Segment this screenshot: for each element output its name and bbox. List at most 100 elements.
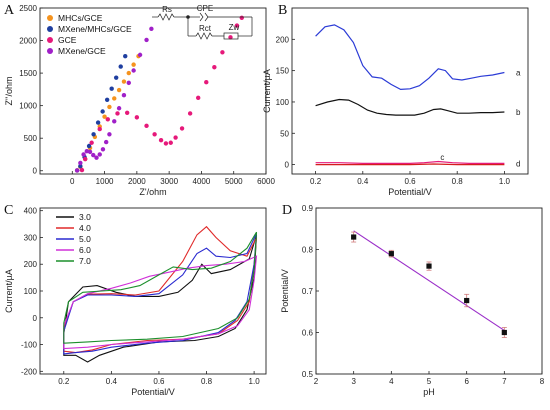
x-tick-label: 0 [70,177,75,186]
data-point [388,251,394,257]
y-tick-label: 400 [24,207,38,216]
data-point [97,126,102,132]
legend-label: MXene/GCE [58,46,106,56]
legend: 3.04.05.06.07.0 [56,212,91,266]
panel-b: 0.2 0.4 0.6 0.8 1.0 0 50 100 150 200 Potential/V Cu… [262,7,529,197]
panel-letter-c: C [4,203,13,218]
y-tick-label: 300 [24,233,38,242]
x-tick-label: 0.4 [106,377,118,386]
data-point [144,123,149,129]
data-point [351,234,357,240]
data-point [464,297,470,304]
data-point [91,152,96,158]
x-tick-label: 2 [314,377,319,386]
legend-label: 5.0 [79,234,91,244]
y-tick-label: 2500 [19,4,37,13]
x-tick-label: 7 [502,377,507,386]
data-point [126,70,131,76]
legend-label: 7.0 [79,256,91,266]
legend-marker [47,48,53,54]
cpe-element [199,12,209,22]
data-point [239,15,244,20]
data-point [131,68,136,73]
data-point [79,167,85,173]
circuit-label-rs: Rs [162,5,172,14]
data-point [78,163,83,169]
y-tick-label: 2000 [19,37,37,46]
y-axis-label: Potential/V [280,269,290,313]
x-tick-label: 0.2 [310,177,322,186]
y-tick-label: 0.6 [302,329,314,338]
data-point [144,37,149,43]
data-point [116,87,122,93]
data-point [163,141,169,146]
data-point [228,35,233,40]
data-point [78,160,83,166]
y-tick-label: 500 [24,134,38,143]
data-point [212,65,217,70]
x-tick-label: 1000 [96,177,114,186]
data-point [121,93,127,98]
data-point [104,97,110,102]
fit-line [353,230,505,331]
data-point [158,137,164,143]
data-point [131,62,136,67]
data-point [105,117,111,122]
x-tick-label: 8 [540,377,545,386]
panel-d: 2 3 4 5 6 7 8 0.5 0.6 0.7 0.8 0.9 pH Potential/V [280,204,545,397]
y-tick-label: 0 [33,314,38,323]
x-tick-label: 1.0 [249,377,261,386]
data-point [94,155,99,160]
x-tick-label: 1.0 [499,177,511,186]
data-point [103,139,109,145]
x-axis-label: Z'/ohm [139,187,166,197]
x-tick-label: 0.8 [452,177,464,186]
y-tick-label: 150 [276,67,290,76]
y-tick-label: 200 [276,35,290,44]
legend-marker [47,37,53,43]
plot-frame [39,7,267,175]
y-tick-label: 0.8 [302,246,314,255]
data-point [100,147,106,152]
y-tick-label: 1000 [19,102,37,111]
y-tick-label: 0 [285,161,290,170]
data-point [149,26,154,32]
y-tick-label: -200 [21,367,38,376]
y-tick-label: 1500 [19,69,37,78]
data-point [168,140,173,145]
data-point [126,80,131,86]
data-point [81,152,86,157]
legend-label: GCE [58,35,77,45]
data-point [74,168,80,173]
y-tick-label: 0 [33,167,38,176]
data-point [196,95,201,101]
legend-label: 3.0 [79,212,91,222]
circuit-label-cpe: CPE [197,4,213,13]
data-point [97,152,102,157]
series-line-c [315,160,505,164]
y-tick-label: -100 [21,341,38,350]
data-point [113,75,119,80]
legend-label: 6.0 [79,245,91,255]
data-point [152,132,157,137]
series-label-a: a [516,69,521,78]
series-mxene-gce [74,26,154,173]
resistor-rs [157,13,175,21]
x-tick-label: 0.6 [153,377,165,386]
data-point [426,263,432,269]
y-tick-label: 200 [24,260,38,269]
data-point [123,53,128,59]
data-point [87,149,93,155]
panel-c: 0.2 0.4 0.6 0.8 1.0 -200 -100 0 100 200 300 400 Pote… [4,207,267,397]
data-point [89,140,94,145]
y-tick-label: 0.7 [302,287,314,296]
panel-letter-d: D [282,203,292,218]
series-line-ph-4-0 [63,225,258,354]
data-point [95,120,101,125]
series-line-ph-3-0 [63,234,258,363]
data-point [86,143,92,149]
data-point [124,110,130,116]
data-point [501,329,507,336]
data-point [134,115,140,120]
series-label-c: c [440,153,444,162]
